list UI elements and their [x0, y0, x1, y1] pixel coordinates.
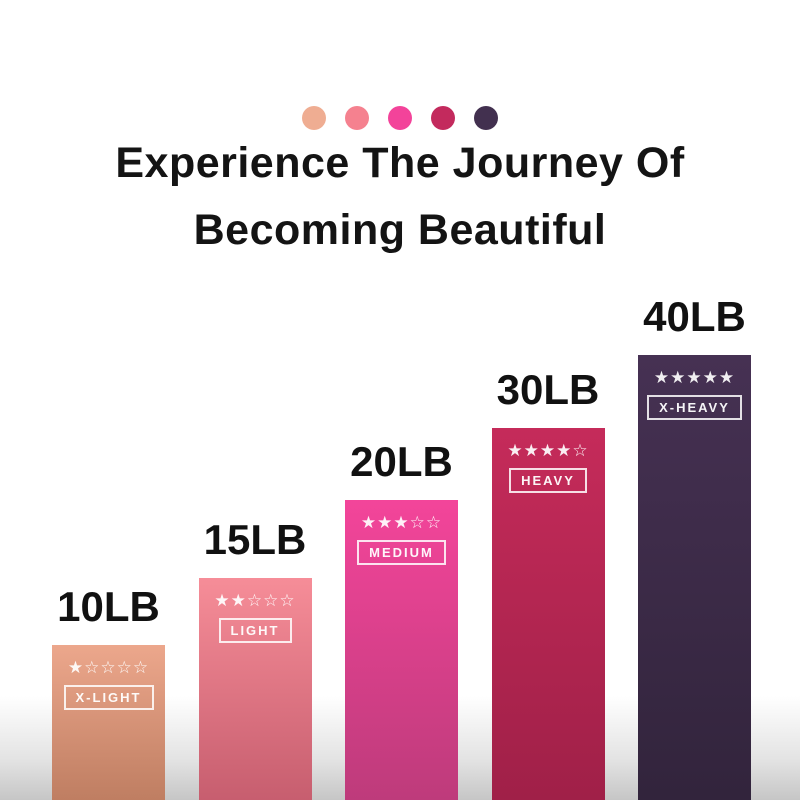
star-rating: ★★★☆☆ — [360, 513, 443, 532]
bar-column-15lb: 15LB ★★☆☆☆ LIGHT — [198, 516, 312, 800]
page-title: Experience The Journey Of Becoming Beaut… — [0, 130, 800, 264]
weight-label: 15LB — [203, 516, 307, 563]
level-badge: HEAVY — [509, 468, 587, 493]
level-badge: MEDIUM — [357, 540, 446, 565]
bar-column-20lb: 20LB ★★★☆☆ MEDIUM — [345, 438, 458, 800]
bar-30lb: ★★★★☆ HEAVY — [491, 428, 605, 800]
weight-label: 40LB — [643, 293, 746, 340]
bar-column-30lb: 30LB ★★★★☆ HEAVY — [491, 366, 605, 800]
weight-label: 10LB — [57, 583, 160, 630]
star-rating: ★★★★★ — [653, 368, 736, 387]
weight-bar-chart: 10LB ★☆☆☆☆ X-LIGHT 15LB ★★☆☆☆ LIGHT 20LB… — [0, 293, 800, 800]
star-rating: ★★★★☆ — [507, 441, 589, 460]
level-badge: LIGHT — [218, 618, 292, 643]
level-badge: X-HEAVY — [647, 395, 742, 420]
star-rating: ★★☆☆☆ — [214, 591, 296, 610]
weight-label: 20LB — [350, 438, 453, 485]
light-dot-icon — [345, 106, 369, 130]
bar-column-40lb: 40LB ★★★★★ X-HEAVY — [638, 293, 751, 800]
bar-15lb: ★★☆☆☆ LIGHT — [198, 578, 312, 800]
level-badge: X-LIGHT — [63, 685, 154, 710]
title-line-2: Becoming Beautiful — [193, 206, 607, 254]
bar-20lb: ★★★☆☆ MEDIUM — [345, 500, 458, 800]
bar-column-10lb: 10LB ★☆☆☆☆ X-LIGHT — [52, 583, 165, 800]
x-light-dot-icon — [302, 106, 326, 130]
medium-dot-icon — [388, 106, 412, 130]
heavy-dot-icon — [431, 106, 455, 130]
star-rating: ★☆☆☆☆ — [67, 658, 150, 677]
weight-label: 30LB — [496, 366, 600, 413]
bar-10lb: ★☆☆☆☆ X-LIGHT — [52, 645, 165, 800]
x-heavy-dot-icon — [474, 106, 498, 130]
palette-dots — [0, 106, 800, 130]
title-line-1: Experience The Journey Of — [115, 139, 685, 187]
bar-40lb: ★★★★★ X-HEAVY — [638, 355, 751, 800]
